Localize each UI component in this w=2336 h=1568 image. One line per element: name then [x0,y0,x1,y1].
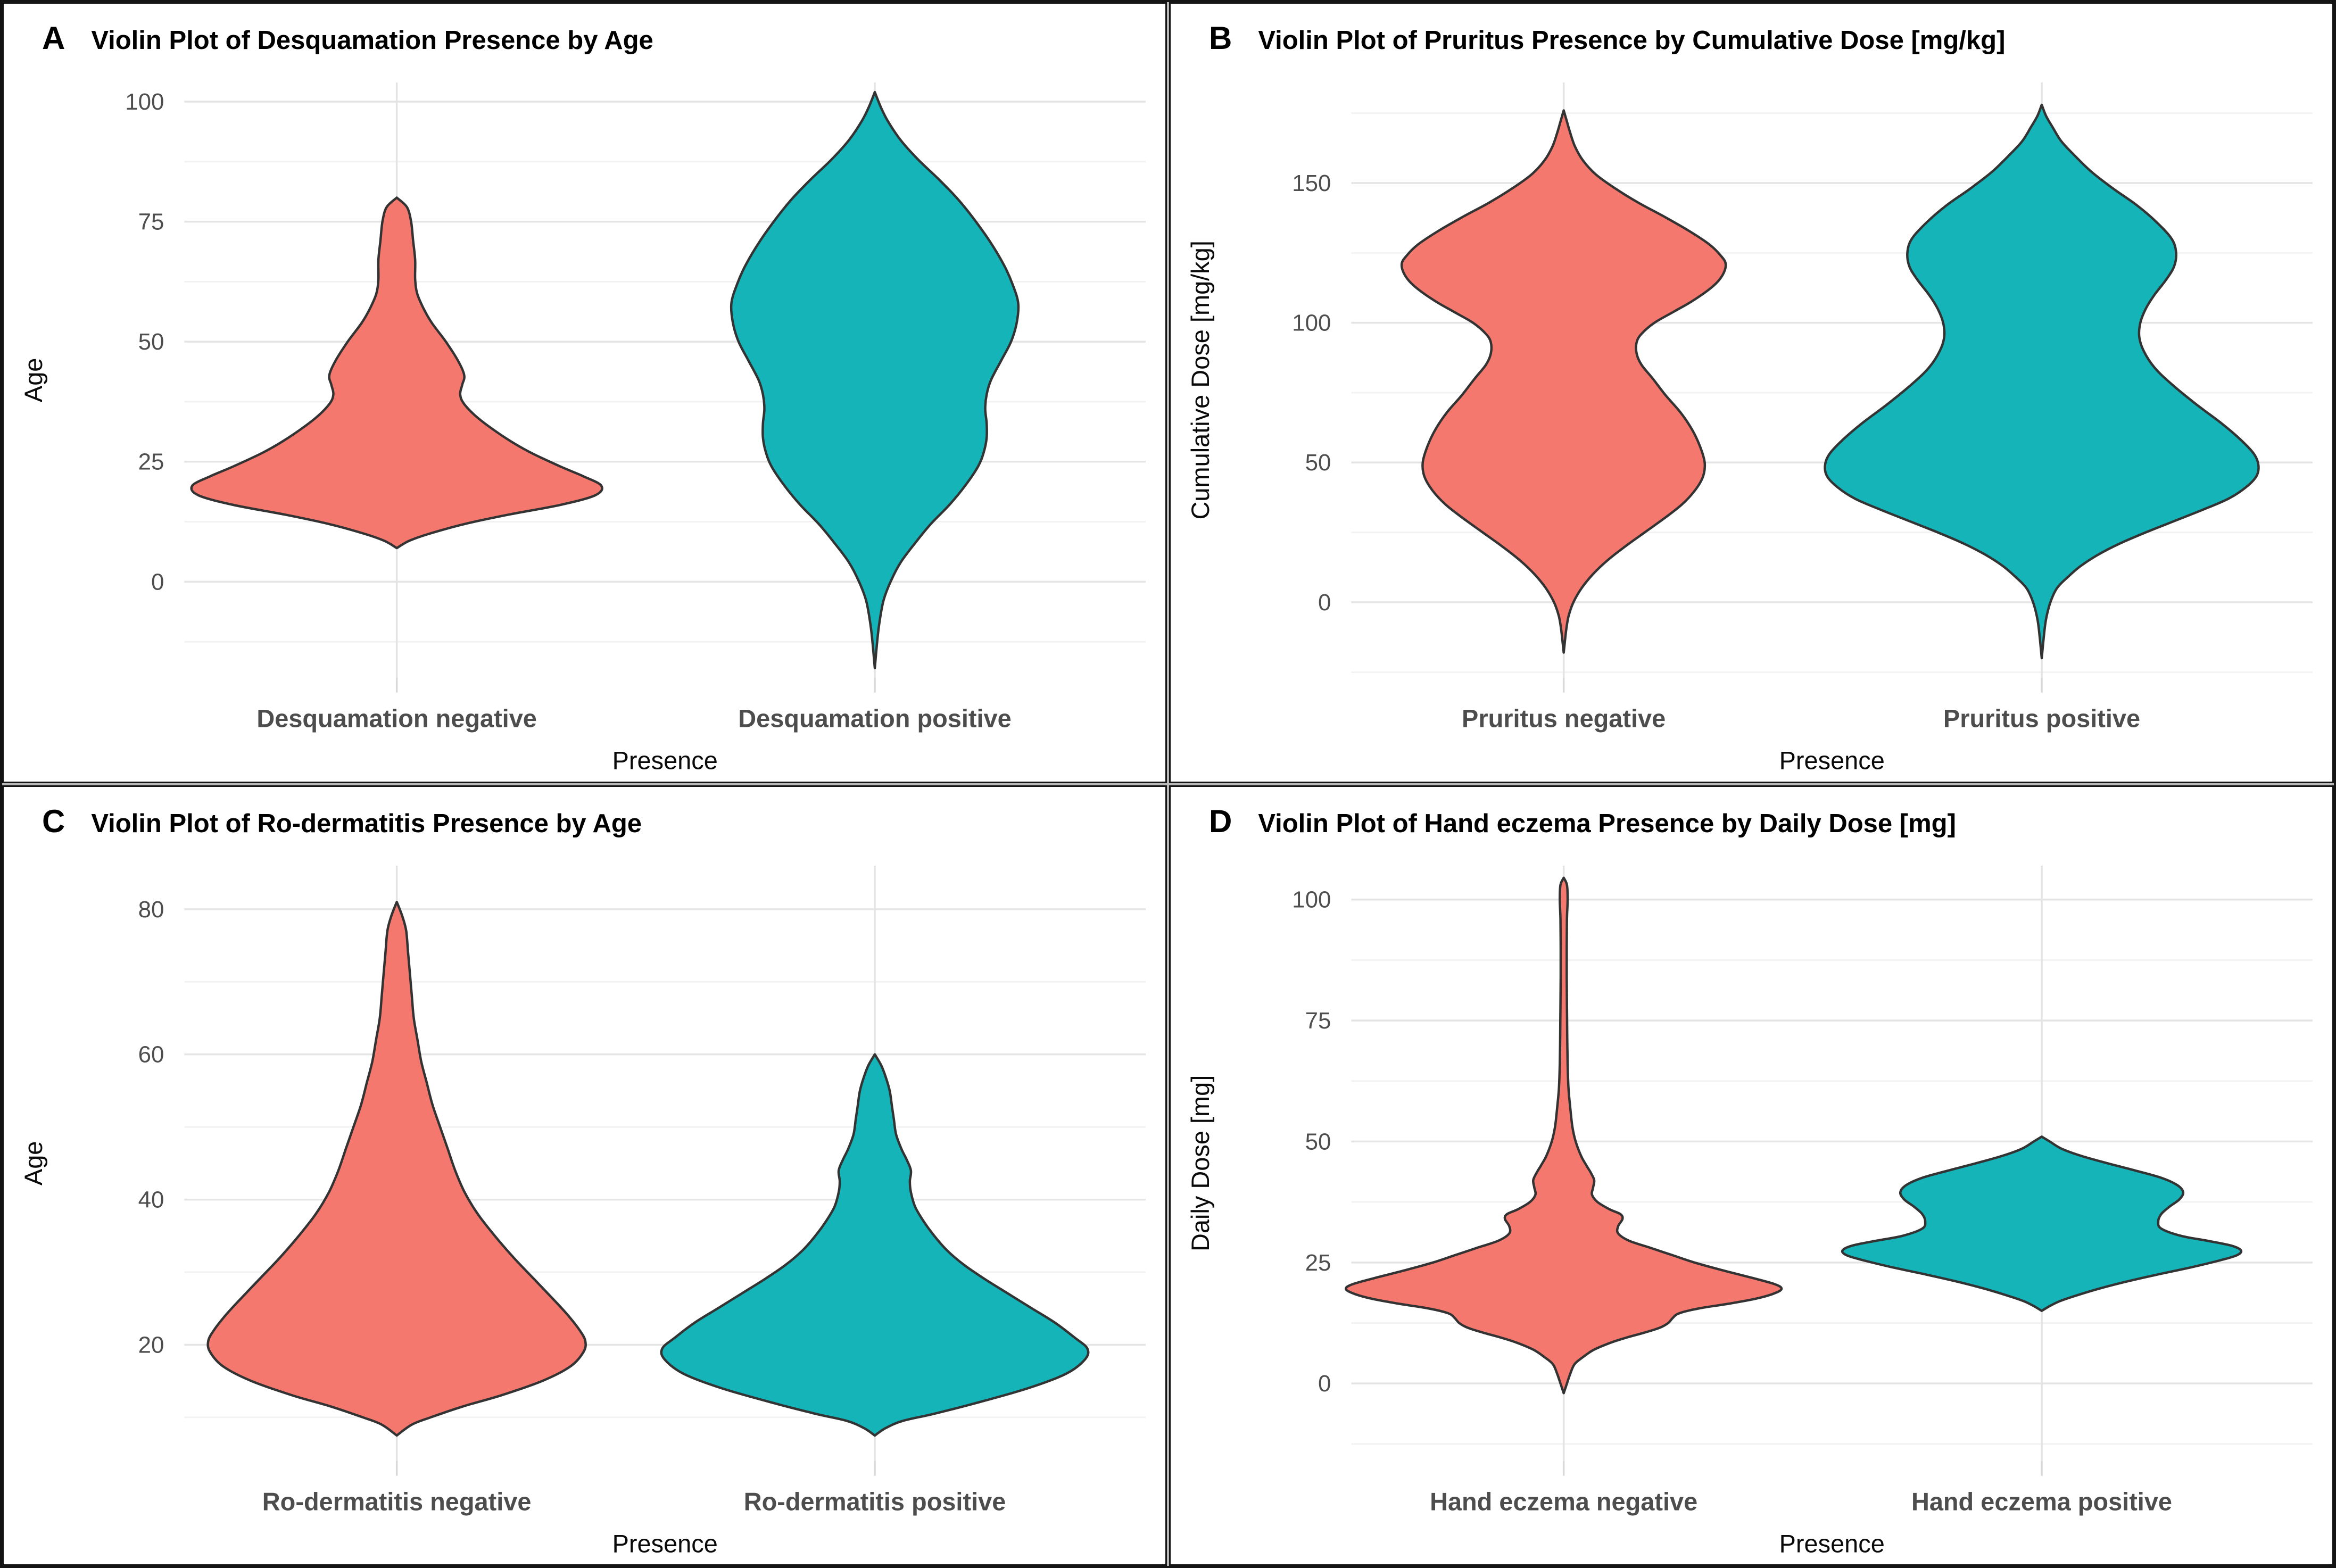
panel-c-title-text: Violin Plot of Ro-dermatitis Presence by… [91,809,642,838]
violin-ro-dermatitis-negative [206,900,587,1437]
category-label: Hand eczema positive [1911,1488,2172,1515]
y-tick-label: 0 [1318,590,1331,616]
panel-a-letter: A [42,20,66,56]
panel-d-letter: D [1209,803,1233,839]
violin-chart-pruritus: 0 50 100 150 Cumulative Dose [mg/kg] Pruritus… [1187,82,2313,775]
category-label: Desquamation positive [738,705,1011,733]
y-tick-label: 80 [138,896,164,922]
category-label: Pruritus negative [1462,705,1666,733]
panel-b: B Violin Plot of Pruritus Presence by Cu… [1169,2,2334,783]
y-tick-label: 0 [1318,1371,1331,1397]
y-tick-label: 75 [138,209,164,235]
panel-c-title: C Violin Plot of Ro-dermatitis Presence … [4,787,1165,850]
x-axis-title: Presence [1779,747,1885,775]
violin-hand-eczema-positive [1841,1135,2243,1312]
panel-d: D Violin Plot of Hand eczema Presence by… [1169,785,2334,1566]
violin-ro-dermatitis-positive [660,1052,1090,1437]
y-tick-label: 60 [138,1041,164,1067]
category-label: Ro-dermatitis positive [744,1488,1006,1515]
y-axis-title: Daily Dose [mg] [1187,1075,1214,1251]
y-tick-label: 20 [138,1332,164,1358]
y-tick-label: 75 [1305,1008,1331,1034]
y-tick-label: 0 [151,569,164,595]
violin-chart-desquamation: 0 25 50 75 100 Age Desquamation negative Desqua… [20,82,1146,775]
panel-c-letter: C [42,803,66,839]
y-tick-label: 40 [138,1187,164,1213]
panel-b-title-text: Violin Plot of Pruritus Presence by Cumu… [1258,26,2006,55]
category-label: Ro-dermatitis negative [262,1488,532,1515]
violin-desquamation-positive [730,90,1020,669]
panel-a-title-text: Violin Plot of Desquamation Presence by … [91,26,653,55]
violin-pruritus-positive [1824,103,2260,660]
panel-d-title: D Violin Plot of Hand eczema Presence by… [1171,787,2332,850]
y-axis-title: Age [20,1141,47,1185]
y-tick-label: 150 [1292,170,1331,196]
panel-a-title: A Violin Plot of Desquamation Presence b… [4,4,1165,67]
violin-hand-eczema-negative [1345,876,1783,1395]
panel-d-title-text: Violin Plot of Hand eczema Presence by D… [1258,809,1956,838]
panel-a: A Violin Plot of Desquamation Presence b… [2,2,1167,783]
x-axis-title: Presence [1779,1530,1885,1557]
violin-pruritus-negative [1400,109,1727,654]
y-tick-label: 100 [125,89,164,115]
panel-b-letter: B [1209,20,1233,56]
panel-c: C Violin Plot of Ro-dermatitis Presence … [2,785,1167,1566]
y-tick-label: 100 [1292,886,1331,912]
panel-b-title: B Violin Plot of Pruritus Presence by Cu… [1171,4,2332,67]
category-label: Pruritus positive [1943,705,2140,733]
y-tick-label: 50 [138,329,164,355]
x-axis-title: Presence [612,1530,718,1557]
category-label: Hand eczema negative [1430,1488,1697,1515]
violin-desquamation-negative [190,196,603,550]
y-tick-label: 25 [138,449,164,475]
y-tick-label: 50 [1305,450,1331,476]
violin-chart-hand-eczema: 0 25 50 75 100 Daily Dose [mg] Hand eczema neg… [1187,865,2313,1557]
violin-chart-ro-dermatitis: 20 40 60 80 Age Ro-dermatitis negative Ro-derm… [20,865,1146,1557]
y-tick-label: 100 [1292,310,1331,336]
y-axis-title: Age [20,358,47,403]
y-tick-label: 50 [1305,1129,1331,1155]
x-axis-title: Presence [612,747,718,775]
y-axis-title: Cumulative Dose [mg/kg] [1187,240,1214,519]
category-label: Desquamation negative [256,705,537,733]
y-tick-label: 25 [1305,1249,1331,1275]
